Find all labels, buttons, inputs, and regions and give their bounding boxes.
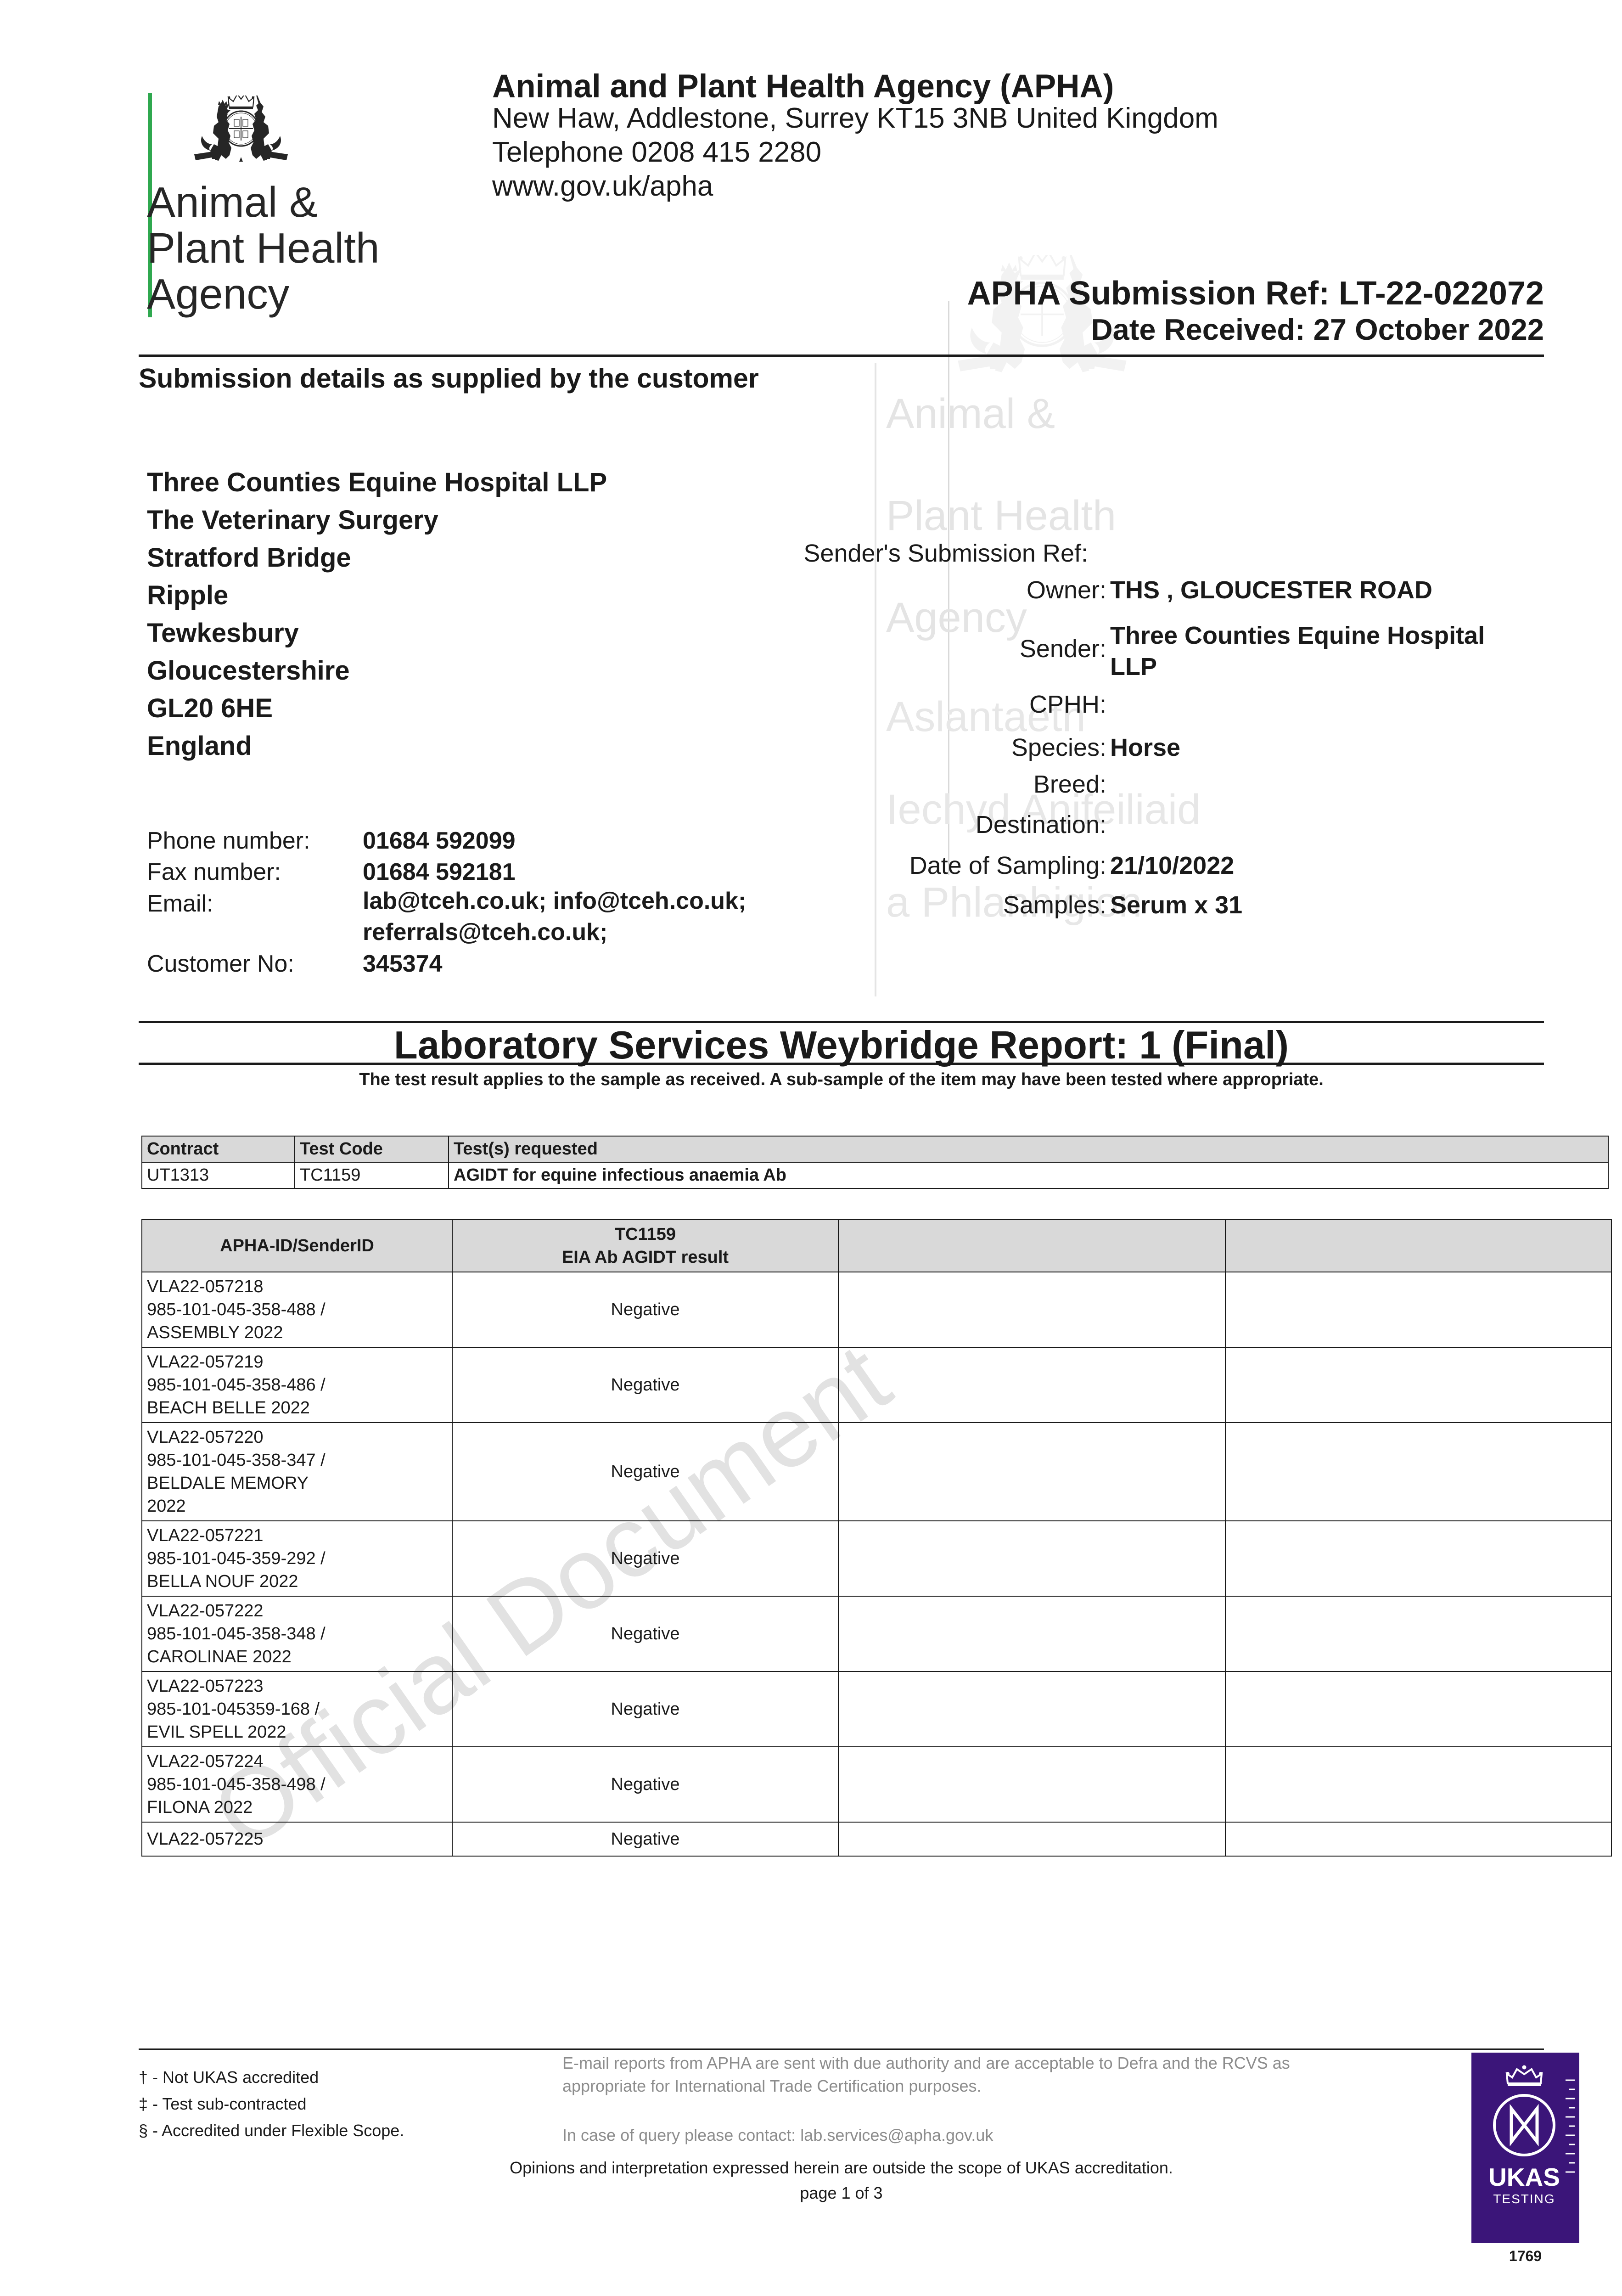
svg-text:UKAS: UKAS — [1488, 2163, 1560, 2191]
svg-text:TESTING: TESTING — [1493, 2192, 1555, 2206]
